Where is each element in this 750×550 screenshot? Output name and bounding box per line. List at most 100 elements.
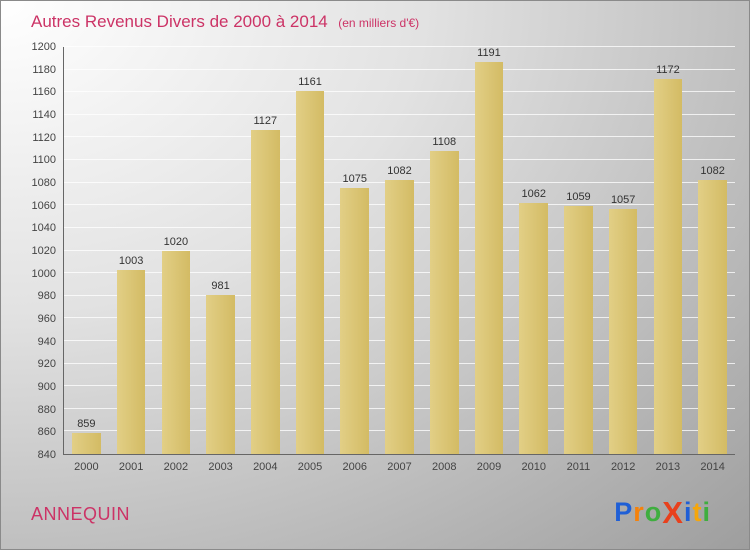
y-axis: 840 860 880 900 920 940 960 980 1000 1020 1040 1060… — [17, 41, 63, 461]
y-tick-label: 1200 — [31, 41, 56, 53]
bar-value-label: 1108 — [432, 136, 457, 149]
bar-column: 1191 2009 — [467, 47, 512, 473]
bar-value-label: 1003 — [118, 254, 144, 267]
bars-container: 859 2000 1003 2001 1020 2002 981 2003 1127 2004 11… — [64, 47, 735, 473]
logo-letter: X — [662, 495, 684, 530]
bar-column: 859 2000 — [64, 47, 109, 473]
logo-letter: P — [614, 497, 634, 527]
bar-value-label: 1020 — [163, 235, 189, 248]
bar — [161, 250, 191, 454]
bar — [653, 78, 683, 454]
y-tick-label: 1000 — [31, 267, 56, 280]
logo-letter: i — [702, 497, 711, 527]
bar — [295, 91, 325, 454]
bar — [250, 129, 280, 454]
bar-column: 1003 2001 — [109, 47, 154, 473]
plot-area: 859 2000 1003 2001 1020 2002 981 2003 1127 2004 11… — [63, 46, 735, 473]
bar-value-label: 1161 — [298, 76, 322, 89]
bar-value-label: 1082 — [387, 165, 412, 178]
bar — [474, 62, 504, 454]
bar — [116, 269, 146, 454]
y-tick-label: 980 — [37, 290, 56, 303]
bar-column: 1059 2011 — [556, 47, 601, 473]
gridline — [64, 113, 735, 115]
bar-value-label: 1191 — [477, 47, 501, 59]
bar-chart: 840 860 880 900 920 940 960 980 1000 1020 1040 1060… — [17, 41, 735, 473]
bar — [206, 294, 235, 454]
bar-value-label: 859 — [77, 417, 96, 430]
gridline — [64, 159, 735, 161]
y-tick-label: 1040 — [31, 222, 56, 235]
x-tick-label: 2003 — [208, 461, 233, 473]
bar-value-label: 981 — [211, 279, 230, 292]
bar — [519, 203, 549, 454]
bar-value-label: 1172 — [656, 63, 680, 76]
location-label: ANNEQUIN — [31, 504, 131, 524]
bar-column: 1161 2005 — [288, 47, 333, 473]
x-tick-label: 2008 — [432, 461, 457, 473]
gridline — [64, 68, 735, 70]
x-tick-label: 2013 — [655, 461, 681, 473]
bar-column: 1082 2007 — [377, 47, 422, 473]
chart-title: Autres Revenus Divers de 2000 à 2014 — [31, 12, 328, 31]
x-tick-label: 2002 — [163, 461, 189, 473]
y-tick-label: 1160 — [32, 86, 56, 99]
bar-column: 1172 2013 — [646, 47, 691, 473]
x-tick-label: 2006 — [342, 461, 368, 473]
bar-value-label: 1127 — [253, 114, 278, 127]
y-tick-label: 1120 — [32, 131, 56, 144]
y-tick-label: 1180 — [32, 63, 56, 76]
chart-subtitle: (en milliers d'€) — [338, 16, 420, 30]
bar-column: 1108 2008 — [422, 47, 467, 473]
bar — [698, 180, 727, 454]
y-tick-label: 1060 — [31, 199, 56, 212]
bar-column: 1075 2006 — [332, 47, 377, 473]
bar-column: 1127 2004 — [243, 47, 288, 473]
x-tick-label: 2001 — [118, 461, 144, 473]
bar — [608, 208, 638, 454]
gridline — [64, 91, 735, 93]
bar-value-label: 1082 — [700, 165, 725, 178]
x-tick-label: 2007 — [387, 461, 412, 473]
x-tick-label: 2010 — [521, 461, 546, 473]
bar-column: 981 2003 — [198, 47, 243, 473]
x-tick-label: 2005 — [297, 461, 323, 473]
y-tick-label: 960 — [37, 313, 56, 326]
x-tick-label: 2012 — [610, 461, 636, 473]
logo-letter: o — [644, 497, 663, 527]
gridline — [64, 46, 735, 47]
bar — [385, 180, 414, 454]
logo-letter: i — [683, 497, 693, 527]
y-tick-label: 880 — [37, 403, 56, 416]
x-tick-label: 2004 — [253, 461, 278, 473]
y-tick-label: 1140 — [32, 109, 56, 121]
y-tick-label: 1020 — [31, 245, 56, 257]
bar-column: 1057 2012 — [601, 47, 646, 473]
chart-header: Autres Revenus Divers de 2000 à 2014 (en… — [31, 12, 729, 32]
bar — [340, 188, 370, 454]
logo-letter: t — [692, 497, 703, 527]
bar-column: 1062 2010 — [511, 47, 556, 473]
y-tick-label: 860 — [37, 426, 56, 439]
bar — [564, 206, 593, 454]
proxiti-logo[interactable]: ProXiti — [614, 493, 711, 530]
y-tick-label: 1080 — [31, 177, 56, 190]
bar-value-label: 1057 — [610, 193, 636, 206]
bar-column: 1082 2014 — [690, 47, 735, 473]
logo-letter: r — [633, 497, 645, 527]
y-tick-label: 940 — [37, 335, 56, 348]
gridline — [64, 136, 735, 138]
bar-column: 1020 2002 — [153, 47, 198, 473]
bar — [72, 432, 101, 454]
x-tick-label: 2011 — [566, 461, 591, 473]
y-tick-label: 1100 — [32, 154, 56, 167]
y-tick-label: 920 — [37, 358, 56, 371]
y-tick-label: 900 — [37, 381, 56, 394]
y-tick-label: 840 — [37, 449, 56, 461]
bar-value-label: 1059 — [566, 191, 591, 204]
x-tick-label: 2000 — [74, 461, 99, 473]
bar-value-label: 1062 — [521, 188, 546, 201]
x-tick-label: 2014 — [700, 461, 725, 473]
bar-value-label: 1075 — [342, 173, 368, 186]
